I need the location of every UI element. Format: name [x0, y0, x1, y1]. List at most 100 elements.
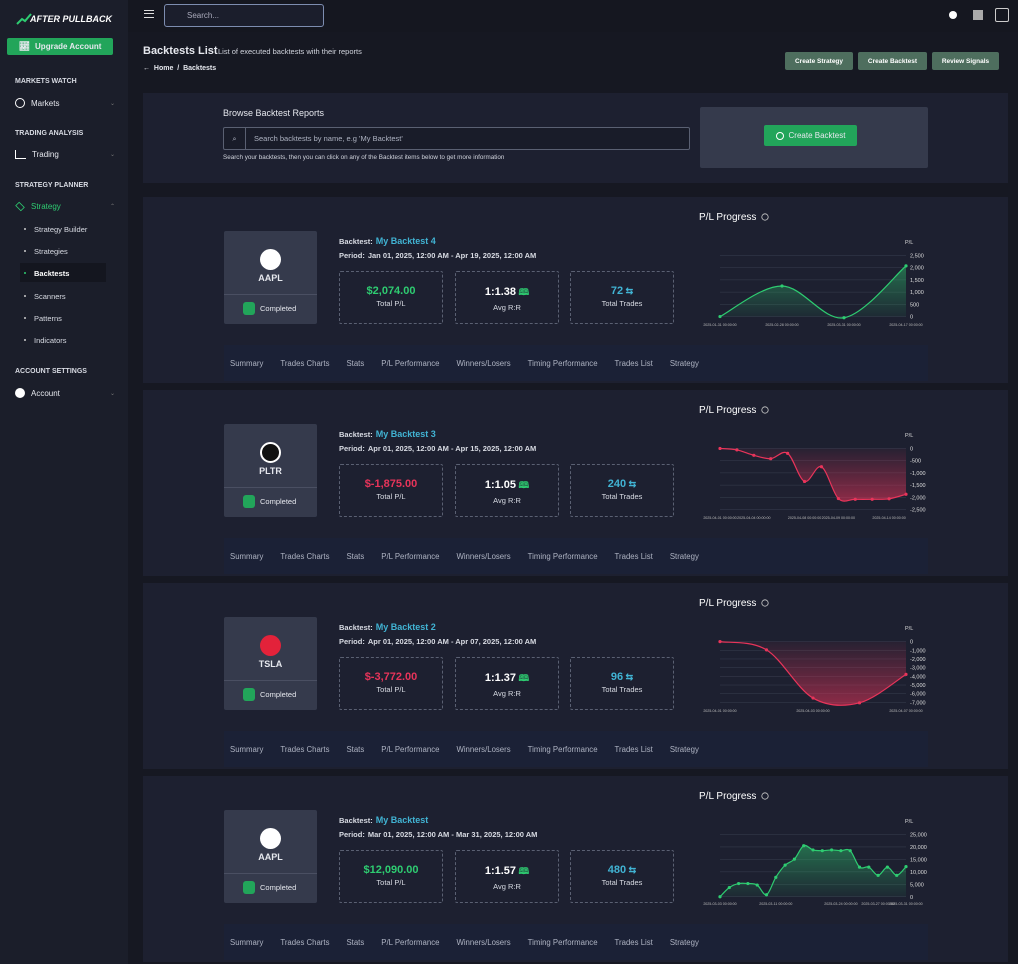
tab[interactable]: P/L Performance [381, 744, 440, 754]
tab[interactable]: Stats [346, 937, 365, 947]
tab[interactable]: Trades Charts [280, 551, 330, 561]
tab[interactable]: Summary [230, 744, 264, 754]
y-tick-label: -5,000 [910, 683, 926, 689]
backtest-name[interactable]: My Backtest [375, 815, 429, 825]
tab[interactable]: P/L Performance [381, 937, 440, 947]
nav-item[interactable]: Trading ⌄ [15, 150, 115, 159]
y-tick-label: 0 [910, 315, 913, 321]
section-title: TRADING ANALYSIS [15, 130, 84, 137]
backtest-line: Backtest: My Backtest [339, 815, 428, 825]
tab[interactable]: Winners/Losers [456, 744, 511, 754]
stat-box: $-1,875.00 Total P/L [339, 464, 443, 517]
x-tick-label: 2025-04-07 00:00:00 [889, 709, 922, 713]
point [792, 857, 796, 861]
header-button[interactable]: Create Backtest [858, 52, 927, 70]
tab[interactable]: Stats [346, 358, 365, 368]
backtest-name[interactable]: My Backtest 2 [375, 622, 436, 632]
tab[interactable]: Summary [230, 937, 264, 947]
y-tick-label: -2,000 [910, 657, 926, 663]
tab[interactable]: Strategy [669, 358, 699, 368]
stat-value: 1:1.05 🕮︎ [456, 478, 558, 494]
stat-value-text: $12,090.00 [363, 864, 419, 876]
tab[interactable]: Trades List [614, 551, 653, 561]
tab[interactable]: Timing Performance [527, 744, 598, 754]
ticker-box: AAPL Completed [224, 810, 317, 903]
tab[interactable]: P/L Performance [381, 358, 440, 368]
tab[interactable]: Trades List [614, 358, 653, 368]
x-tick-label: 2025-04-01 00:00:00 [703, 516, 736, 520]
apps-icon[interactable] [973, 10, 983, 20]
tab[interactable]: Trades Charts [280, 937, 330, 947]
point [811, 848, 815, 852]
tab[interactable]: Summary [230, 358, 264, 368]
tab[interactable]: Timing Performance [527, 551, 598, 561]
period-label: Period: [339, 251, 365, 260]
header-button[interactable]: Review Signals [932, 52, 999, 70]
point [853, 497, 857, 501]
point [904, 672, 908, 676]
tab[interactable]: Trades Charts [280, 358, 330, 368]
stat-label: Total Trades [601, 878, 643, 887]
tab[interactable]: Timing Performance [527, 358, 598, 368]
sub-nav-item[interactable]: Backtests [24, 269, 70, 279]
tab[interactable]: Trades List [614, 744, 653, 754]
tab[interactable]: P/L Performance [381, 551, 440, 561]
sub-nav-item[interactable]: Scanners [24, 292, 66, 301]
tab[interactable]: Winners/Losers [456, 358, 511, 368]
tab[interactable]: Strategy [669, 937, 699, 947]
stat-icon: 🕮︎ [516, 480, 530, 490]
tab[interactable]: Trades Charts [280, 744, 330, 754]
tab[interactable]: Stats [346, 551, 365, 561]
upgrade-button[interactable]: 📈︎ Upgrade Account [7, 38, 113, 55]
tab[interactable]: Summary [230, 551, 264, 561]
sub-nav-item[interactable]: Patterns [24, 313, 62, 323]
stat-label: Total P/L [376, 878, 406, 887]
tab[interactable]: Strategy [669, 744, 699, 754]
nav-item[interactable]: Account ⌄ [15, 388, 115, 398]
backtest-line: Backtest: My Backtest 2 [339, 622, 436, 632]
stat-box: 240 ⇆ Total Trades [570, 464, 674, 517]
tab[interactable]: Winners/Losers [456, 937, 511, 947]
info-icon [761, 213, 769, 221]
tab[interactable]: Trades List [614, 937, 653, 947]
status-icon [243, 881, 255, 894]
sub-nav-item[interactable]: Strategies [24, 247, 68, 256]
backtest-name[interactable]: My Backtest 3 [375, 429, 436, 439]
status: Completed [260, 497, 297, 506]
tab[interactable]: Winners/Losers [456, 551, 511, 561]
y-tick-label: 2,000 [910, 266, 924, 272]
tab[interactable]: Strategy [669, 551, 699, 561]
sub-nav-item[interactable]: Indicators [24, 336, 67, 345]
stat-label: Total P/L [376, 492, 406, 501]
stat-box: 72 ⇆ Total Trades [570, 271, 674, 324]
tab[interactable]: Stats [346, 744, 365, 754]
stat-value: $-3,772.00 [340, 671, 442, 683]
stat-value-text: 240 [607, 478, 627, 490]
sub-nav-label: Patterns [34, 313, 62, 323]
point [780, 284, 784, 288]
menu-icon[interactable] [144, 10, 154, 18]
nav-item[interactable]: Strategy ⌃ [15, 201, 115, 212]
stat-label: Total P/L [376, 685, 406, 694]
theme-icon[interactable] [949, 11, 957, 19]
x-tick-label: 2025-03-27 00:00:00 [861, 902, 894, 906]
period-line: Period: Apr 01, 2025, 12:00 AM - Apr 07, … [339, 637, 536, 646]
create-button[interactable]: Create Backtest [764, 125, 857, 146]
crumb[interactable]: Home [153, 65, 174, 72]
sub-nav-item[interactable]: Strategy Builder [24, 225, 87, 234]
chart-title: P/L Progress [699, 598, 756, 609]
chart-title: P/L Progress [699, 791, 756, 802]
period: Apr 01, 2025, 12:00 AM - Apr 15, 2025, 1… [367, 444, 537, 453]
sub-nav-label: Backtests [34, 269, 70, 279]
header-button[interactable]: Create Strategy [785, 52, 853, 70]
nav-item[interactable]: Markets ⌄ [15, 98, 115, 108]
period-line: Period: Mar 01, 2025, 12:00 AM - Mar 31, … [339, 830, 537, 839]
y-tick-label: 0 [910, 895, 913, 901]
stat-box: $-3,772.00 Total P/L [339, 657, 443, 710]
y-tick-label: 25,000 [910, 832, 927, 838]
browse-search[interactable]: ⌕ Search backtests by name, e.g 'My Backt… [223, 127, 690, 150]
backtest-name[interactable]: My Backtest 4 [375, 236, 436, 246]
search-box[interactable]: Search... [164, 4, 324, 27]
tab[interactable]: Timing Performance [527, 937, 598, 947]
profile-icon[interactable] [995, 8, 1009, 22]
